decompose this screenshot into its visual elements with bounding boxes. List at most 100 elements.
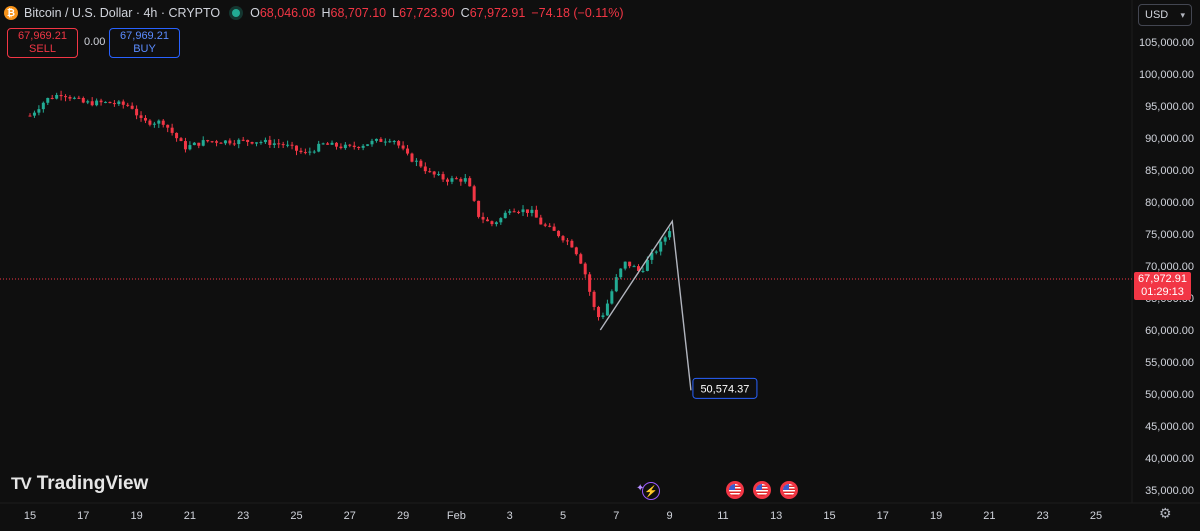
candle-body xyxy=(605,303,609,316)
us-flag-event-icon[interactable] xyxy=(780,481,798,499)
candle-body xyxy=(290,144,294,146)
candle-body xyxy=(228,140,232,144)
candle-body xyxy=(592,291,596,307)
time-tick-label: 9 xyxy=(667,510,673,522)
candle-body xyxy=(379,138,383,142)
candle-body xyxy=(317,143,321,152)
symbol-header: ₿ Bitcoin / U.S. Dollar · 4h · CRYPTO O … xyxy=(4,4,624,22)
time-tick-label: 25 xyxy=(1090,510,1102,522)
us-flag-event-icon[interactable] xyxy=(753,481,771,499)
last-price-tag: 67,972.91 01:29:13 xyxy=(1134,272,1191,300)
candle-body xyxy=(28,115,32,117)
candle-body xyxy=(121,101,125,105)
candle-body xyxy=(46,97,50,103)
candle-body xyxy=(330,142,334,145)
candle-body xyxy=(450,178,454,182)
high-value: 68,707.10 xyxy=(330,6,387,20)
candle-body xyxy=(339,146,343,149)
close-label: C xyxy=(460,6,470,20)
candle-body xyxy=(441,174,445,180)
price-tick-label: 75,000.00 xyxy=(1145,229,1194,241)
candle-body xyxy=(210,141,214,143)
candle-body xyxy=(343,144,347,149)
price-tick-label: 55,000.00 xyxy=(1145,357,1194,369)
candle-body xyxy=(539,217,543,225)
candle-body xyxy=(77,97,81,99)
candle-body xyxy=(299,150,303,153)
candle-body xyxy=(548,225,552,227)
candle-body xyxy=(246,139,250,143)
tradingview-logo[interactable]: TV TradingView xyxy=(11,473,148,495)
currency-select[interactable]: USD ▾ xyxy=(1138,4,1192,26)
candle-body xyxy=(197,142,201,146)
time-tick-label: 21 xyxy=(184,510,196,522)
candle-body xyxy=(277,143,281,145)
time-tick-label: 17 xyxy=(877,510,889,522)
market-status-icon[interactable] xyxy=(232,9,241,17)
candle-body xyxy=(237,139,241,145)
candle-body xyxy=(179,138,183,142)
price-tick-label: 80,000.00 xyxy=(1145,197,1194,209)
candle-body xyxy=(161,120,165,125)
candle-body xyxy=(530,209,534,213)
price-tick-label: 95,000.00 xyxy=(1145,101,1194,113)
candle-body xyxy=(255,142,259,144)
candle-body xyxy=(64,96,68,98)
candle-body xyxy=(59,94,63,97)
sell-button[interactable]: 67,969.21 SELL xyxy=(7,28,78,58)
candle-body xyxy=(50,97,54,99)
candle-body xyxy=(428,171,432,173)
candle-body xyxy=(414,160,418,162)
gear-icon[interactable]: ⚙ xyxy=(1159,505,1172,521)
candle-body xyxy=(268,139,272,145)
candle-body xyxy=(108,101,112,104)
candle-body xyxy=(423,166,427,172)
buy-button[interactable]: 67,969.21 BUY xyxy=(109,28,180,58)
candle-body xyxy=(152,123,156,125)
candle-body xyxy=(503,212,507,219)
time-tick-label: 3 xyxy=(507,510,513,522)
candle-body xyxy=(95,100,99,106)
candle-body xyxy=(485,219,489,222)
sell-price: 67,969.21 xyxy=(18,30,67,42)
price-tick-label: 90,000.00 xyxy=(1145,133,1194,145)
target-price-label: 50,574.37 xyxy=(692,377,758,399)
candle-body xyxy=(104,101,108,103)
candle-body xyxy=(610,291,614,304)
candle-body xyxy=(90,101,94,106)
price-tick-label: 105,000.00 xyxy=(1139,37,1194,49)
candle-body xyxy=(579,254,583,264)
candle-body xyxy=(552,226,556,231)
candle-body xyxy=(388,141,392,143)
currency-label: USD xyxy=(1145,9,1169,21)
candle-body xyxy=(143,117,147,121)
candle-body xyxy=(601,315,605,318)
candle-body xyxy=(561,236,565,241)
candle-body xyxy=(446,179,450,182)
candle-body xyxy=(219,142,223,144)
us-flag-event-icon[interactable] xyxy=(726,481,744,499)
candle-body xyxy=(499,218,503,223)
candle-body xyxy=(392,141,396,143)
time-tick-label: 23 xyxy=(237,510,249,522)
time-axis: 15 17 19 21 23 25 27 29 Feb 3 5 7 9 11 13 15 17 19 21 23 25 xyxy=(24,510,1102,522)
symbol-title[interactable]: Bitcoin / U.S. Dollar · 4h · CRYPTO xyxy=(24,6,221,20)
candle-body xyxy=(632,266,636,268)
candle-body xyxy=(361,145,365,148)
time-tick-label: 23 xyxy=(1037,510,1049,522)
candle-body xyxy=(81,98,85,103)
candle-body xyxy=(645,259,649,271)
target-price-text: 50,574.37 xyxy=(700,383,749,395)
last-price-value: 67,972.91 xyxy=(1138,273,1187,285)
candle-body xyxy=(321,143,325,145)
path-drawing[interactable] xyxy=(599,219,692,391)
time-tick-label: Feb xyxy=(447,510,466,522)
time-tick-label: 13 xyxy=(770,510,782,522)
time-tick-label: 27 xyxy=(344,510,356,522)
candle-body xyxy=(112,103,116,105)
low-label: L xyxy=(392,6,400,20)
lightning-event-icon[interactable]: ⚡ xyxy=(642,482,660,500)
candle-body xyxy=(215,141,219,143)
candle-body xyxy=(557,230,561,237)
